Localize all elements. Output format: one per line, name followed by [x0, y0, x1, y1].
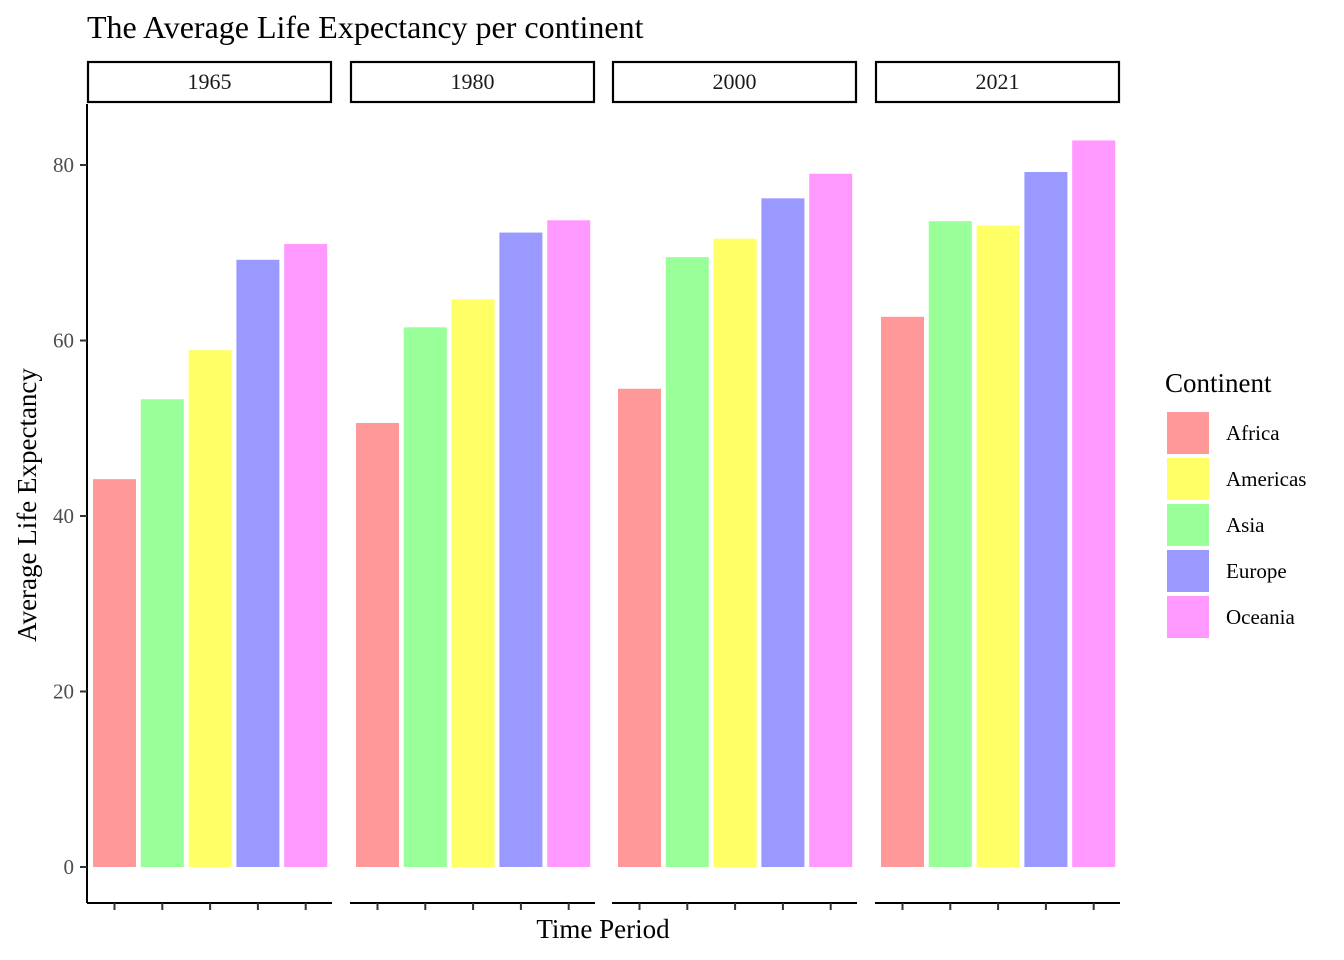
facet-strip-label: 2021 [976, 69, 1020, 94]
bar [928, 221, 972, 867]
plot-area: 0 20 40 60 80 1965 1980 2000 2021 Africa Americas A… [53, 60, 1306, 910]
bar [761, 198, 805, 868]
legend-swatch [1167, 550, 1209, 592]
facet-strip [874, 60, 1121, 104]
facet-strip-label: 1980 [451, 69, 495, 94]
y-tick-label: 40 [53, 504, 74, 528]
legend-title: Continent [1165, 368, 1272, 398]
bar [881, 316, 924, 867]
legend-swatch [1167, 596, 1209, 638]
legend-swatch [1167, 412, 1209, 454]
legend-label: Asia [1226, 513, 1265, 537]
bar [547, 220, 591, 868]
bar [618, 388, 661, 867]
facet-strip-label: 1965 [188, 69, 232, 94]
y-axis-title: Average Life Expectancy [12, 368, 42, 642]
y-tick-label: 0 [64, 855, 75, 879]
facet-strip [86, 60, 333, 104]
bar [284, 243, 328, 868]
legend-swatch [1167, 504, 1209, 546]
chart-title: The Average Life Expectancy per continen… [87, 9, 644, 45]
y-tick-label: 60 [53, 329, 74, 353]
bar [93, 479, 136, 867]
bar [976, 225, 1020, 868]
bar [1024, 172, 1068, 867]
bar [188, 350, 232, 868]
legend-label: Europe [1226, 559, 1287, 583]
bar [451, 299, 495, 867]
facet-strip [349, 60, 596, 104]
y-tick-label: 20 [53, 680, 74, 704]
bar [403, 327, 447, 867]
legend-label: Oceania [1226, 605, 1295, 629]
bar [713, 238, 757, 867]
bar [1072, 140, 1116, 867]
bar [809, 173, 853, 867]
y-tick-label: 80 [53, 153, 74, 177]
legend-swatch [1167, 458, 1209, 500]
bar [356, 422, 399, 867]
legend-label: Americas [1226, 467, 1306, 491]
bar [665, 257, 709, 867]
facet-strip-label: 2000 [713, 69, 757, 94]
bar [499, 232, 543, 867]
legend-label: Africa [1226, 421, 1280, 445]
facet-strip [611, 60, 858, 104]
bar [140, 399, 184, 867]
bar [236, 259, 280, 867]
x-axis-title: Time Period [536, 914, 670, 944]
